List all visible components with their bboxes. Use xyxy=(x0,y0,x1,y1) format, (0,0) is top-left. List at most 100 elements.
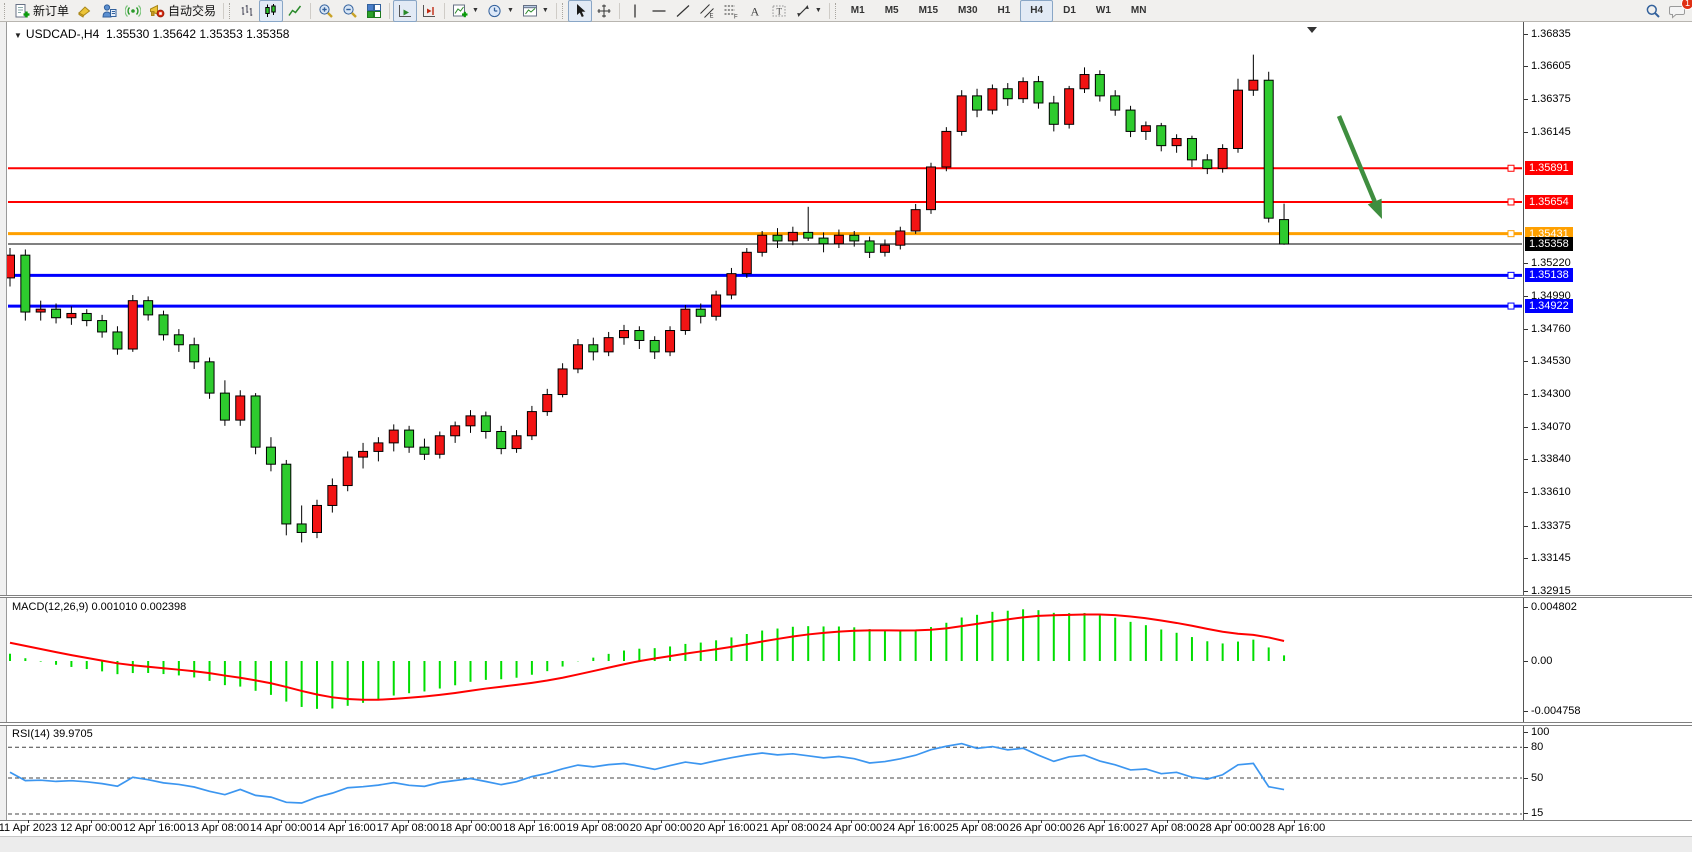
candle-body xyxy=(956,95,967,132)
price-line-label[interactable]: 1.34922 xyxy=(1525,299,1573,314)
time-axis-label: 26 Apr 16:00 xyxy=(1072,822,1136,834)
autotrading-button[interactable]: 自动交易 xyxy=(145,0,220,22)
price-line-label[interactable]: 1.35891 xyxy=(1525,161,1573,176)
new-order-button[interactable]: 新订单 xyxy=(10,0,73,22)
line-endpoint-handle[interactable] xyxy=(1507,230,1515,238)
candle-body xyxy=(1233,89,1243,149)
macd-panel-canvas[interactable] xyxy=(7,598,1524,722)
price-axis-tick xyxy=(1524,361,1528,363)
templates-button[interactable]: ▼ xyxy=(518,0,553,22)
period-button-h4[interactable]: H4 xyxy=(1020,0,1054,22)
tile-windows-button[interactable] xyxy=(362,0,386,22)
candle-body xyxy=(496,431,507,450)
time-axis-tick xyxy=(1294,820,1295,823)
line-chart-icon xyxy=(288,5,302,16)
periods-button[interactable]: ▼ xyxy=(483,0,518,22)
time-axis-label: 13 Apr 08:00 xyxy=(186,822,250,834)
auto-scroll-button[interactable] xyxy=(393,0,418,22)
candle-body xyxy=(1186,138,1197,161)
candle-body xyxy=(51,308,62,319)
rsi-panel-separator[interactable] xyxy=(0,722,1692,726)
price-line-label[interactable]: 1.35654 xyxy=(1525,194,1573,209)
crosshair-button[interactable] xyxy=(592,0,616,22)
period-button-h1[interactable]: H1 xyxy=(997,5,1011,16)
candle-body xyxy=(833,234,844,245)
signals-button[interactable] xyxy=(121,0,145,22)
main-chart-canvas[interactable] xyxy=(7,24,1524,595)
time-axis-label: 26 Apr 00:00 xyxy=(1009,822,1072,834)
window-left-border xyxy=(0,22,7,836)
line-endpoint-handle[interactable] xyxy=(1507,302,1515,310)
candlestick-chart-icon xyxy=(265,3,276,17)
metaeditor-button[interactable] xyxy=(97,0,121,22)
candlestick-chart-button[interactable] xyxy=(259,0,284,22)
time-axis-label: 28 Apr 16:00 xyxy=(1262,822,1326,834)
chart-shift-marker-icon[interactable] xyxy=(1307,27,1317,33)
candle-body xyxy=(665,330,676,353)
candle-body xyxy=(219,392,230,421)
notifications-button[interactable]: 1 xyxy=(1665,0,1692,22)
arrows-tool-button[interactable]: ▼ xyxy=(791,0,826,22)
chart-shift-button[interactable] xyxy=(417,0,441,22)
fibonacci-button[interactable]: F xyxy=(719,0,743,22)
time-axis-tick xyxy=(850,820,852,823)
horizontal-line-button[interactable] xyxy=(647,0,671,22)
line-endpoint-handle[interactable] xyxy=(1507,164,1515,172)
rsi-axis-tick xyxy=(1524,777,1528,779)
cursor-button[interactable] xyxy=(567,0,592,22)
period-button-m30[interactable]: M30 xyxy=(958,5,978,16)
current-price-label[interactable]: 1.35358 xyxy=(1525,237,1573,252)
one-click-trading-arrow-icon[interactable]: ▼ xyxy=(14,31,22,40)
rsi-panel-canvas[interactable] xyxy=(7,726,1524,820)
time-axis[interactable] xyxy=(0,820,1692,836)
line-endpoint-handle[interactable] xyxy=(1507,271,1515,279)
candle-body xyxy=(1156,125,1167,147)
candle-body xyxy=(158,314,169,336)
search-button[interactable] xyxy=(1641,0,1665,22)
zoom-in-button[interactable] xyxy=(314,0,338,22)
indicators-button[interactable]: ▼ xyxy=(448,0,483,22)
arrows-tool-icon xyxy=(797,4,809,17)
toolbar: 新订单 xyxy=(0,0,1692,22)
rsi-axis-label: 50 xyxy=(1531,771,1544,784)
candle-body xyxy=(388,429,399,444)
period-button-mn[interactable]: MN xyxy=(1130,5,1147,16)
line-chart-button[interactable] xyxy=(283,0,307,22)
line-endpoint-handle[interactable] xyxy=(1507,198,1515,206)
annotation-arrow-shaft[interactable] xyxy=(1336,115,1377,203)
templates-caret-icon: ▼ xyxy=(541,7,549,14)
period-button-m1[interactable]: M1 xyxy=(850,5,865,16)
bar-chart-button[interactable] xyxy=(235,0,259,22)
candle-body xyxy=(695,308,706,317)
candle-body xyxy=(895,230,906,246)
equidistant-channel-icon: E xyxy=(699,3,714,19)
period-button-m5[interactable]: M5 xyxy=(884,5,899,16)
macd-panel-separator[interactable] xyxy=(0,595,1692,598)
time-axis-tick xyxy=(281,820,283,823)
candle-body xyxy=(373,442,384,452)
macd-axis-label: -0.004758 xyxy=(1531,704,1581,717)
time-axis-tick xyxy=(154,820,156,823)
price-axis-tick xyxy=(1524,492,1528,494)
period-button-d1[interactable]: D1 xyxy=(1063,5,1076,16)
vertical-line-button[interactable] xyxy=(623,0,647,22)
marketwatch-button[interactable] xyxy=(73,0,97,22)
candle-body xyxy=(910,209,921,232)
price-axis-label: 1.36835 xyxy=(1531,27,1571,40)
metaeditor-icon xyxy=(102,3,117,17)
candle-body xyxy=(342,456,353,487)
zoom-out-button[interactable] xyxy=(338,0,362,22)
period-button-m15[interactable]: M15 xyxy=(918,5,939,16)
text-button[interactable]: A xyxy=(743,0,767,22)
macd-indicator-label: MACD(12,26,9) 0.001010 0.002398 xyxy=(12,601,187,613)
price-axis-label: 1.36375 xyxy=(1531,92,1571,105)
period-button-w1[interactable]: W1 xyxy=(1095,5,1111,16)
annotation-arrow-head[interactable] xyxy=(1367,198,1382,219)
equidistant-channel-button[interactable]: E xyxy=(695,0,719,22)
periods-clock-icon xyxy=(488,4,501,17)
price-line-label[interactable]: 1.35138 xyxy=(1525,268,1573,283)
trendline-button[interactable] xyxy=(671,0,695,22)
price-axis-tick xyxy=(1524,66,1528,68)
text-label-button[interactable]: T xyxy=(767,0,791,22)
